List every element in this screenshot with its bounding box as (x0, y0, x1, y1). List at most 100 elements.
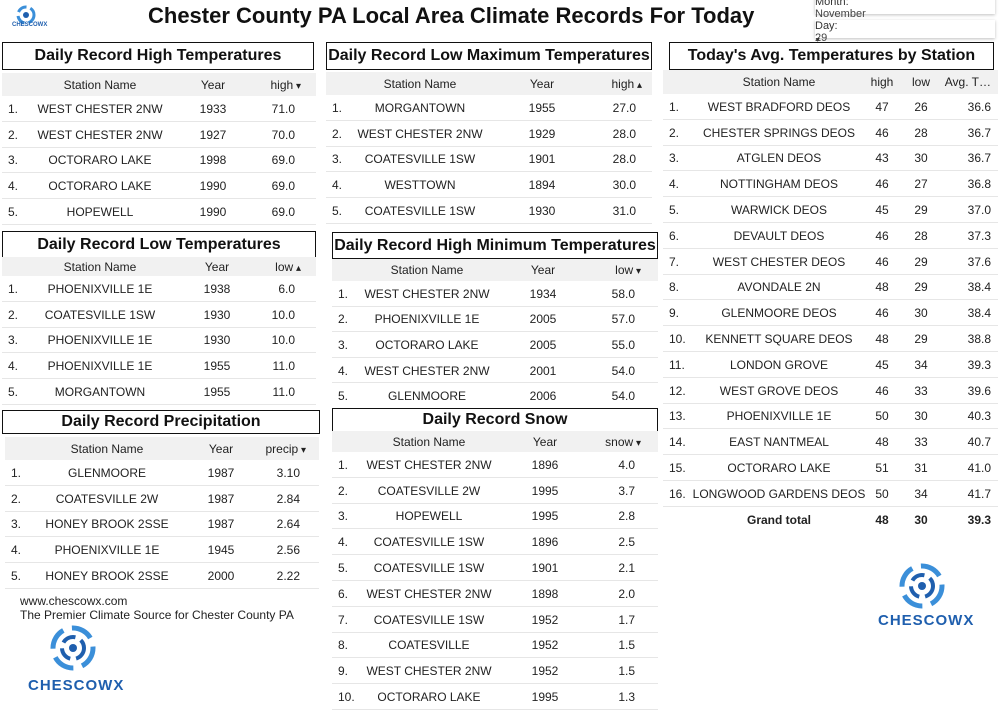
column-header[interactable]: snow (605, 434, 634, 449)
table-cell: ATGLEN DEOS (736, 151, 822, 166)
table-cell: 46 (875, 177, 889, 192)
table-cell: 28.0 (612, 126, 636, 141)
column-header[interactable]: Station Name (383, 76, 457, 91)
column-header[interactable]: Year (530, 263, 556, 277)
table-cell: 1896 (531, 457, 559, 472)
table-title: Daily Record High Temperatures (2, 42, 314, 70)
table-cell: OCTORARO LAKE (375, 337, 479, 352)
table-cell: LONDON GROVE (729, 357, 828, 372)
table-row: 16. LONGWOOD GARDENS DEOS 50 34 41.7 (663, 481, 998, 507)
table-cell: GLENMOORE DEOS (721, 306, 837, 321)
sort-arrow[interactable]: ▾ (633, 266, 641, 277)
column-header[interactable]: high (611, 76, 635, 91)
column-header[interactable]: low (275, 259, 294, 274)
table-header: Station Name Year low ▾ (332, 259, 658, 281)
column-header[interactable]: precip (265, 441, 299, 456)
table-row: 3. ATGLEN DEOS 43 30 36.7 (663, 146, 998, 172)
table-cell: 1927 (199, 127, 227, 142)
column-header[interactable]: Year (204, 259, 230, 274)
table-header: Station Name Year high ▾ (2, 73, 316, 96)
column-header[interactable]: Station Name (63, 77, 137, 92)
sort-arrow[interactable]: ▾ (633, 437, 641, 449)
table-cell: 41.7 (967, 486, 991, 501)
column-header[interactable]: low (615, 263, 634, 277)
table-row: 6. WEST CHESTER 2NW 1898 2.0 (332, 581, 658, 607)
table-cell: 46 (875, 228, 889, 243)
table-cell: COATESVILLE 2W (377, 483, 481, 498)
table-cell: WEST CHESTER 2NW (366, 457, 492, 472)
table-cell: 69.0 (271, 205, 295, 220)
table-row: 5. COATESVILLE 1SW 1901 2.1 (332, 555, 658, 581)
table-row: 14. EAST NANTMEAL 48 33 40.7 (663, 429, 998, 456)
table-title: Daily Record Precipitation (2, 410, 320, 434)
table-row: 4. OCTORARO LAKE 1990 69.0 (2, 173, 316, 200)
header-logo-text: CHESCOWX (12, 22, 48, 28)
table-cell: 1955 (528, 100, 556, 115)
table-row: 12. WEST GROVE DEOS 46 33 39.6 (663, 378, 998, 404)
table-cell: PHOENIXVILLE 1E (47, 281, 153, 296)
table-cell: 33 (914, 383, 928, 398)
column-header[interactable]: Year (200, 77, 226, 92)
row-index: 13. (669, 409, 686, 424)
table-cell: 54.0 (611, 389, 635, 404)
column-header[interactable]: Station Name (70, 441, 144, 456)
table-cell: 2001 (529, 363, 557, 378)
table-cell: 1929 (528, 126, 556, 141)
table-cell: 1894 (528, 178, 556, 193)
column-header[interactable]: Station Name (390, 263, 464, 277)
table-cell: 3.7 (618, 483, 635, 498)
table-cell: OCTORARO LAKE (727, 461, 831, 476)
table-cell: 39.3 (967, 357, 991, 372)
table-title: Today's Avg. Temperatures by Station (669, 42, 994, 70)
table-cell: 58.0 (611, 286, 635, 301)
row-index: 4. (8, 359, 19, 374)
sort-arrow[interactable]: ▾ (298, 444, 306, 456)
footer-tagline: The Premier Climate Source for Chester C… (20, 608, 294, 622)
table-cell: COATESVILLE 1SW (364, 204, 476, 219)
row-index: 16. (669, 486, 686, 501)
table-cell: 51 (875, 461, 889, 476)
table-cell: 1987 (207, 465, 235, 480)
column-header: high (870, 75, 894, 89)
table-row: 2. WEST CHESTER 2NW 1927 70.0 (2, 122, 316, 148)
table-cell: KENNETT SQUARE DEOS (705, 332, 853, 347)
table-cell: 1990 (199, 205, 227, 220)
row-index: 5. (11, 569, 22, 584)
table-cell: 1952 (531, 612, 559, 627)
table-cell: 1952 (531, 664, 559, 679)
table-cell: 1930 (203, 307, 231, 322)
table-cell: 48 (875, 435, 889, 450)
table-cell: 69.0 (271, 153, 295, 168)
table-cell: 46 (875, 125, 889, 140)
column-header[interactable]: Year (208, 441, 234, 456)
table-cell: GLENMOORE (387, 389, 466, 404)
sorted-header: precip ▾ (266, 442, 307, 456)
column-header[interactable]: Station Name (392, 434, 466, 449)
filter-dropdown[interactable]: Month:November(1)▾ (815, 0, 995, 45)
sort-arrow[interactable]: ▾ (293, 80, 301, 92)
row-index: 3. (338, 337, 349, 352)
table-cell: 38.8 (967, 332, 991, 347)
table-cell: 1987 (207, 517, 235, 532)
sort-arrow[interactable]: ▴ (293, 262, 301, 274)
filter-dropdown[interactable]: Day:29(1)▾ (815, 20, 995, 69)
column-header[interactable]: Year (529, 76, 555, 91)
row-index: 1. (332, 100, 343, 115)
table-row: 11. LONDON GROVE 45 34 39.3 (663, 352, 998, 378)
table-row: 4. WEST CHESTER 2NW 2001 54.0 (332, 358, 658, 384)
table-cell: CHESTER SPRINGS DEOS (702, 125, 856, 140)
table-cell: WEST BRADFORD DEOS (707, 99, 851, 114)
sort-arrow[interactable]: ▴ (634, 79, 642, 91)
table-row: 3. HONEY BROOK 2SSE 1987 2.64 (5, 512, 319, 538)
row-index: 3. (669, 151, 680, 166)
column-header[interactable]: Station Name (63, 259, 137, 274)
column-header[interactable]: Year (532, 434, 558, 449)
sorted-header: low ▴ (275, 260, 301, 274)
column-header[interactable]: high (270, 77, 294, 92)
row-index: 5. (8, 205, 19, 220)
table-title: Daily Record Low Temperatures (2, 231, 316, 258)
table-cell: 39.6 (967, 383, 991, 398)
table-cell: 28 (914, 125, 928, 140)
table-row: 2. CHESTER SPRINGS DEOS 46 28 36.7 (663, 120, 998, 146)
